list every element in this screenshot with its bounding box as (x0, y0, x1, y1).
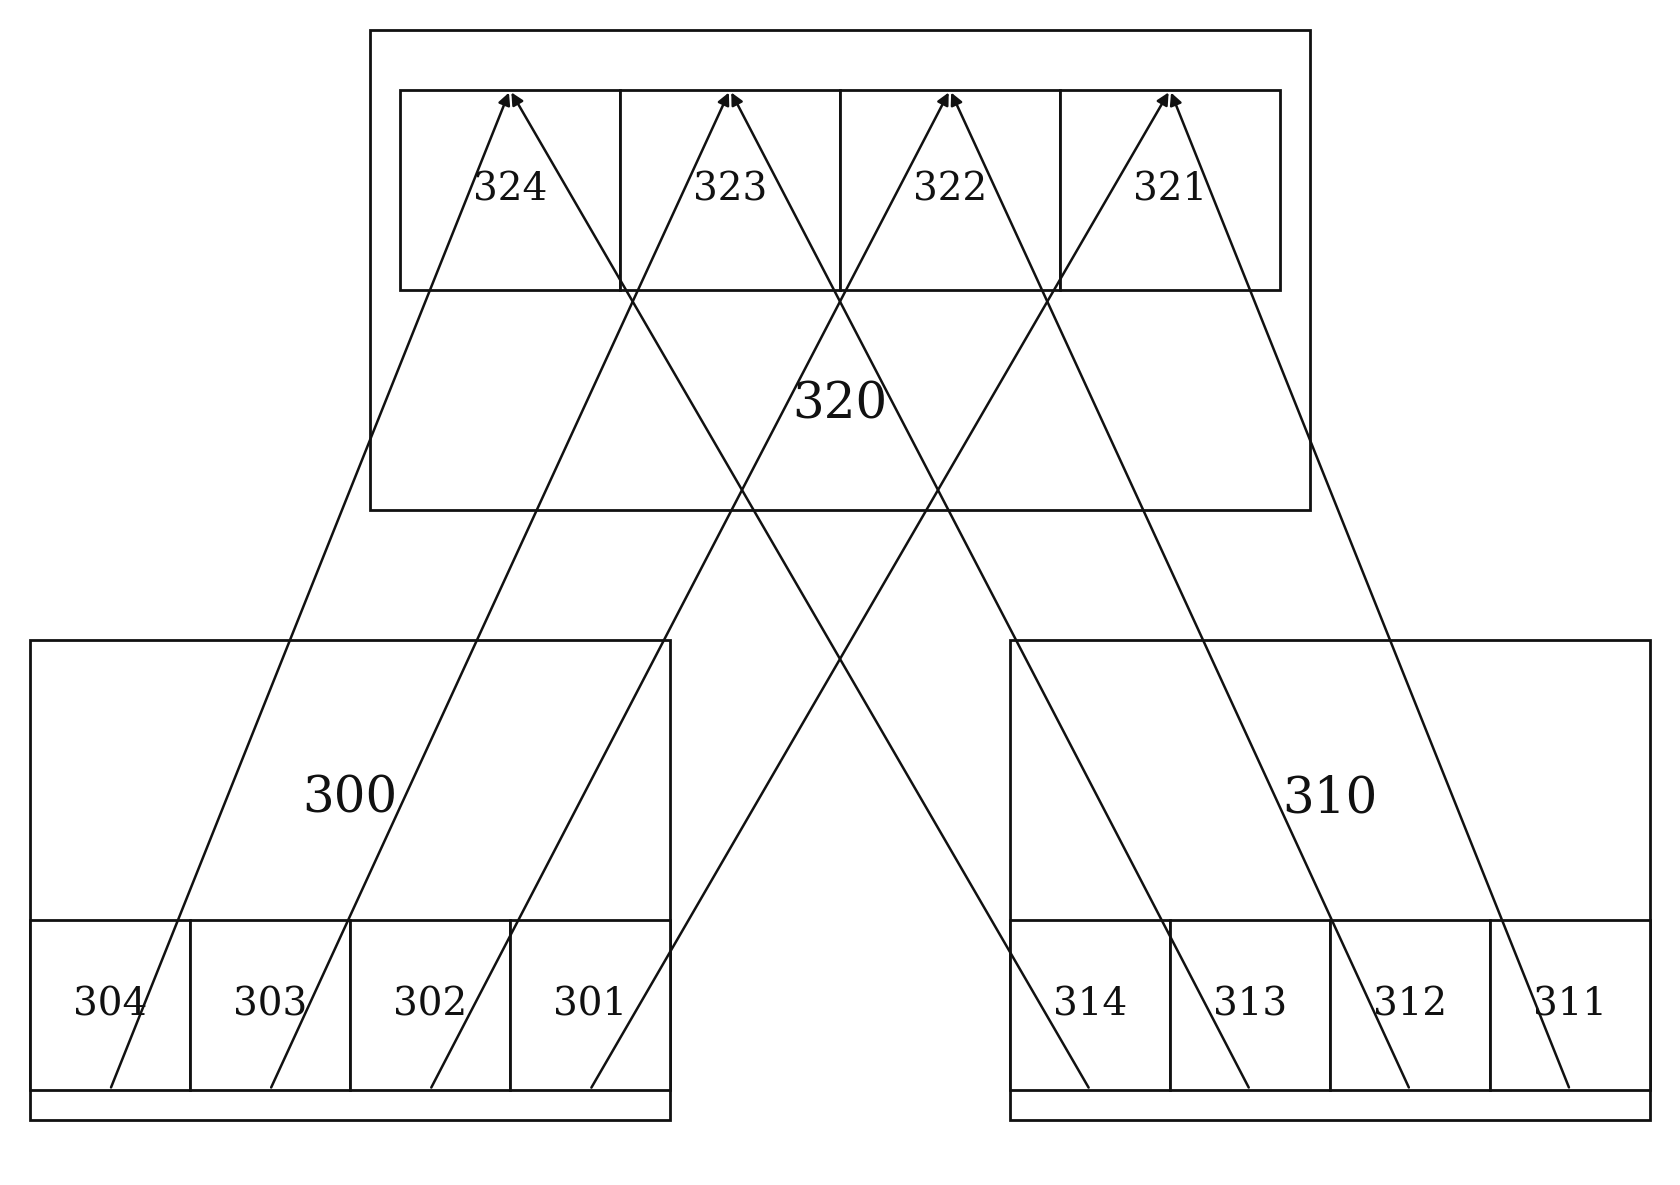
Text: 321: 321 (1132, 172, 1206, 209)
Text: 302: 302 (393, 986, 467, 1024)
Text: 323: 323 (692, 172, 766, 209)
Text: 314: 314 (1052, 986, 1127, 1024)
Text: 313: 313 (1213, 986, 1287, 1024)
Bar (30, 640, 670, 1120)
Text: 320: 320 (791, 379, 887, 429)
Bar (1010, 640, 1650, 1120)
Bar (1010, 920, 1169, 1090)
Bar (1060, 90, 1278, 290)
Bar (349, 920, 509, 1090)
Text: 324: 324 (472, 172, 548, 209)
Text: 301: 301 (553, 986, 627, 1024)
Bar (509, 920, 670, 1090)
Bar (840, 90, 1060, 290)
Bar (370, 30, 1309, 510)
Bar (400, 90, 620, 290)
Text: 303: 303 (234, 986, 307, 1024)
Text: 312: 312 (1373, 986, 1446, 1024)
Bar (190, 920, 349, 1090)
Bar (1488, 920, 1650, 1090)
Bar (30, 920, 190, 1090)
Bar (1169, 920, 1329, 1090)
Text: 310: 310 (1282, 774, 1378, 824)
Text: 311: 311 (1532, 986, 1606, 1024)
Text: 304: 304 (72, 986, 148, 1024)
Text: 322: 322 (912, 172, 986, 209)
Bar (620, 90, 840, 290)
Bar (1329, 920, 1488, 1090)
Text: 300: 300 (302, 774, 398, 824)
